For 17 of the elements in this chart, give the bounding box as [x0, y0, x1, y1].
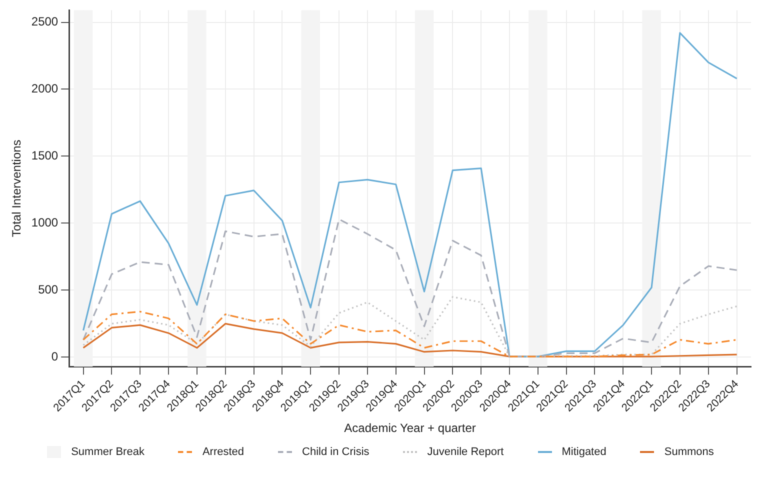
line-series: [82, 218, 738, 358]
y-tick-label: 1000: [31, 216, 58, 230]
y-tick-label: 0: [51, 350, 58, 364]
legend-label: Mitigated: [562, 446, 606, 458]
line-series: [82, 296, 738, 358]
legend-label: Arrested: [202, 446, 244, 458]
y-tick-label: 500: [38, 282, 58, 297]
y-tick-label: 2500: [31, 14, 58, 29]
y-axis-title: Total Interventions: [10, 140, 24, 238]
legend-label: Summer Break: [71, 446, 144, 458]
legend-label: Child in Crisis: [302, 446, 370, 458]
x-axis-title: Academic Year + quarter: [344, 421, 476, 436]
y-tick-label: 1500: [31, 148, 58, 163]
legend-label: Juvenile Report: [427, 446, 504, 458]
y-tick-label: 2000: [31, 82, 58, 96]
legend-label: Summons: [664, 446, 714, 458]
line-series: [82, 310, 738, 358]
